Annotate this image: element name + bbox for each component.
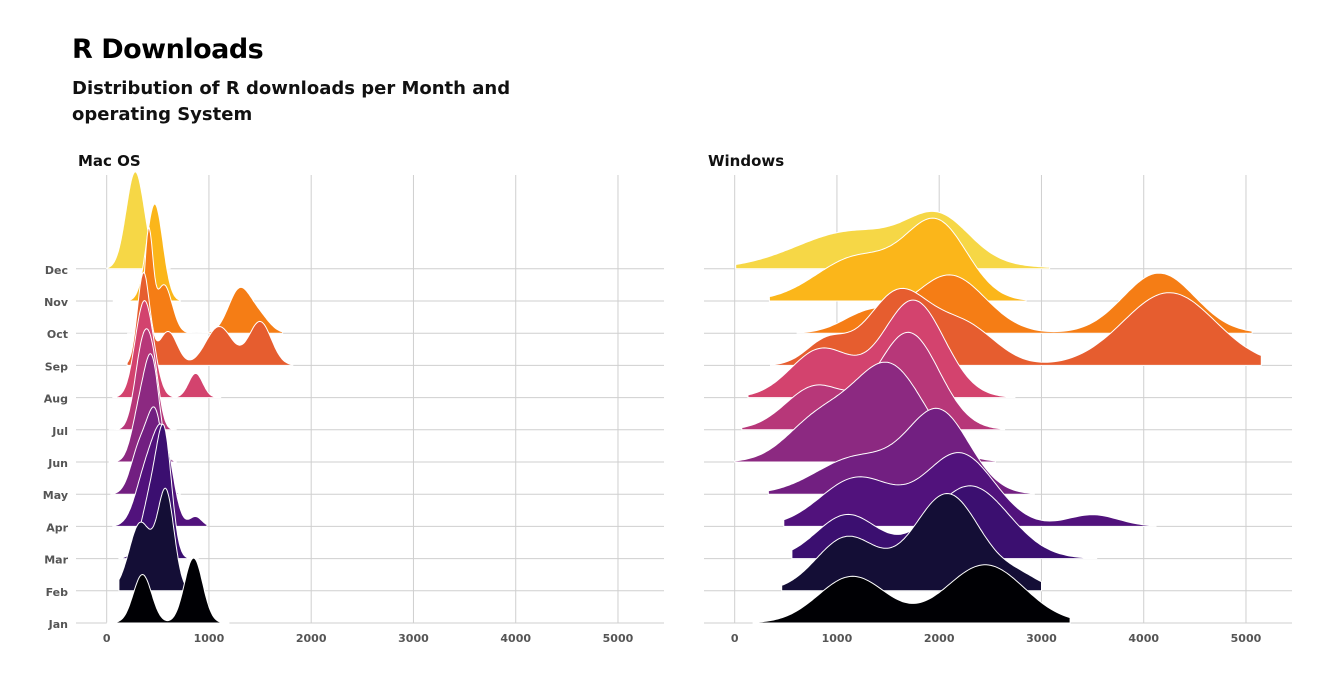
x-tick-label: 5000 (1231, 632, 1262, 645)
x-tick-label: 1000 (822, 632, 853, 645)
x-tick-label: 4000 (1128, 632, 1159, 645)
y-tick-label-jan: Jan (48, 618, 68, 631)
y-tick-label-jul: Jul (51, 425, 68, 438)
ridge-jan (752, 564, 1071, 624)
y-tick-label-nov: Nov (44, 296, 69, 309)
y-tick-label-aug: Aug (44, 393, 68, 406)
x-tick-label: 5000 (603, 632, 634, 645)
chart-title: R Downloads (72, 34, 264, 65)
ridge-oct (127, 226, 284, 334)
y-tick-label-oct: Oct (47, 328, 68, 341)
panel-title-mac-os: Mac OS (78, 152, 141, 170)
y-tick-label-apr: Apr (46, 521, 68, 534)
y-tick-label-dec: Dec (45, 264, 68, 277)
y-tick-label-may: May (43, 489, 68, 502)
x-tick-label: 3000 (1026, 632, 1057, 645)
ridge-jan (106, 557, 230, 624)
chart-subtitle: Distribution of R downloads per Month an… (72, 78, 511, 125)
x-tick-label: 2000 (924, 632, 955, 645)
x-tick-label: 1000 (194, 632, 225, 645)
y-tick-label-feb: Feb (46, 586, 69, 599)
panel-mac-os: Mac OS 0 1000 2000 3000 4000 5000 Jan Feb Mar Apr… (43, 152, 664, 645)
panel-title-windows: Windows (708, 152, 784, 170)
y-tick-label-jun: Jun (47, 457, 68, 470)
x-tick-label: 0 (731, 632, 739, 645)
x-tick-label: 2000 (296, 632, 327, 645)
x-tick-label: 0 (103, 632, 111, 645)
ridge-sep (126, 271, 294, 366)
x-tick-label: 4000 (500, 632, 531, 645)
ridge-aug (747, 299, 1016, 399)
y-tick-label-sep: Sep (45, 360, 68, 373)
y-tick-label-mar: Mar (44, 554, 68, 567)
ridge-dec (735, 210, 1051, 270)
ridge-feb (118, 487, 187, 592)
panel-windows: Windows 0 1000 2000 3000 4000 5000 (704, 152, 1292, 645)
x-tick-label: 3000 (398, 632, 429, 645)
